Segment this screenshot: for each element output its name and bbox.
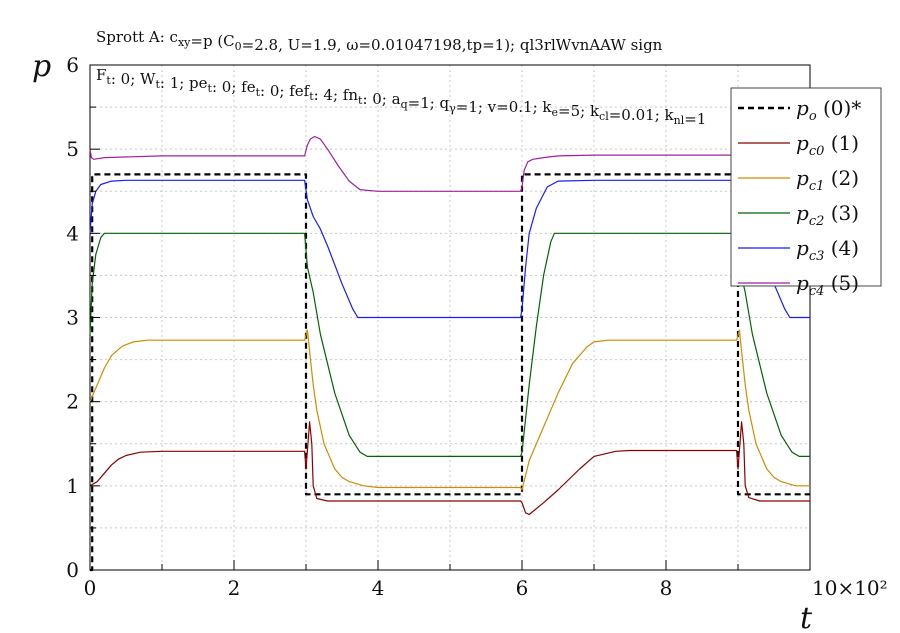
y-tick-label: 0 [66,558,79,582]
y-tick-label: 1 [66,474,79,498]
legend-label: po (0)* [796,96,861,124]
x-tick-label: 4 [372,576,385,600]
legend-label: pc4 (5) [796,271,859,299]
y-tick-label: 2 [66,390,79,414]
y-tick-label: 5 [66,137,79,161]
y-tick-label: 4 [66,221,79,245]
legend: po (0)* pc0 (1) pc1 (2) pc2 (3) pc3 (4) pc4 (… [730,87,882,299]
x-tick-label: 0 [84,576,97,600]
legend-label: pc1 (2) [796,166,859,194]
x-axis-multiplier: 10×10² [812,576,888,600]
x-tick-label: 8 [660,576,673,600]
x-axis-label: t [800,601,813,633]
series-line-2 [89,329,810,491]
legend-label: pc0 (1) [796,131,859,159]
legend-label: pc2 (3) [796,201,859,229]
y-axis-label: p [32,49,51,84]
y-tick-label: 6 [66,53,79,77]
x-tick-label: 2 [228,576,241,600]
series-line-1 [89,421,810,516]
chart-title: Sprott A: cxy=p (C0=2.8, U=1.9, ω=0.0104… [96,28,663,54]
x-tick-label: 6 [516,576,529,600]
y-tick-label: 3 [66,306,79,330]
legend-box [730,87,882,287]
series-line-3 [89,232,810,457]
chart-subtitle: Ft: 0; Wt: 1; pet: 0; fet: 0; feft: 4; f… [96,66,706,128]
ticks: 0 2 4 6 8 0 1 2 3 4 5 6 [66,53,739,600]
legend-label: pc3 (4) [796,236,859,264]
